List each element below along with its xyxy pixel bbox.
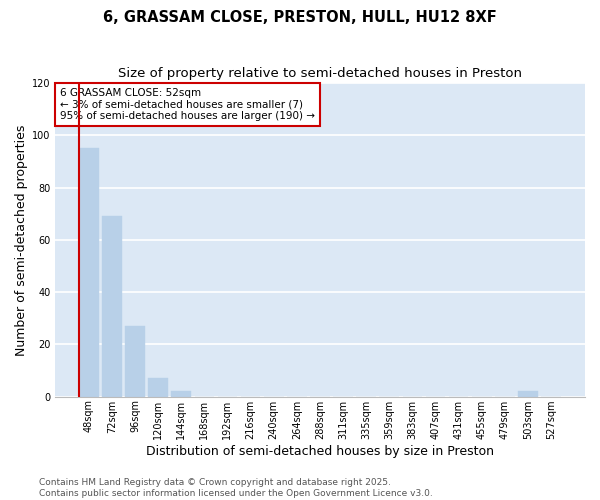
Bar (148, 378, 168, 396)
Bar (172, 392, 191, 396)
Text: 6 GRASSAM CLOSE: 52sqm
← 3% of semi-detached houses are smaller (7)
95% of semi-: 6 GRASSAM CLOSE: 52sqm ← 3% of semi-deta… (60, 88, 315, 121)
Text: 6, GRASSAM CLOSE, PRESTON, HULL, HU12 8XF: 6, GRASSAM CLOSE, PRESTON, HULL, HU12 8X… (103, 10, 497, 25)
Bar (102, 216, 122, 396)
Y-axis label: Number of semi-detached properties: Number of semi-detached properties (15, 124, 28, 356)
Bar (518, 392, 538, 396)
Title: Size of property relative to semi-detached houses in Preston: Size of property relative to semi-detach… (118, 68, 522, 80)
X-axis label: Distribution of semi-detached houses by size in Preston: Distribution of semi-detached houses by … (146, 444, 494, 458)
Bar (125, 326, 145, 396)
Text: Contains HM Land Registry data © Crown copyright and database right 2025.
Contai: Contains HM Land Registry data © Crown c… (39, 478, 433, 498)
Bar (79, 148, 98, 396)
